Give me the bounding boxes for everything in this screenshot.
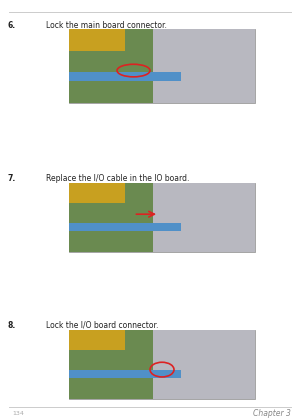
Text: 6.: 6. bbox=[8, 21, 16, 30]
FancyBboxPatch shape bbox=[69, 330, 153, 399]
FancyBboxPatch shape bbox=[69, 72, 181, 81]
FancyBboxPatch shape bbox=[69, 29, 153, 103]
FancyBboxPatch shape bbox=[69, 183, 255, 252]
Text: 7.: 7. bbox=[8, 174, 16, 183]
Text: Chapter 3: Chapter 3 bbox=[253, 409, 291, 418]
FancyBboxPatch shape bbox=[69, 29, 255, 103]
Text: Lock the I/O board connector.: Lock the I/O board connector. bbox=[46, 321, 159, 330]
FancyBboxPatch shape bbox=[69, 183, 125, 203]
FancyBboxPatch shape bbox=[69, 370, 181, 378]
Text: Replace the I/O cable in the IO board.: Replace the I/O cable in the IO board. bbox=[46, 174, 190, 183]
FancyBboxPatch shape bbox=[69, 223, 181, 231]
FancyBboxPatch shape bbox=[153, 29, 255, 103]
FancyBboxPatch shape bbox=[69, 330, 125, 350]
FancyBboxPatch shape bbox=[69, 29, 125, 52]
Text: 134: 134 bbox=[12, 411, 24, 416]
Text: 8.: 8. bbox=[8, 321, 16, 330]
FancyBboxPatch shape bbox=[153, 183, 255, 252]
FancyBboxPatch shape bbox=[69, 183, 153, 252]
FancyBboxPatch shape bbox=[153, 330, 255, 399]
Text: Lock the main board connector.: Lock the main board connector. bbox=[46, 21, 167, 30]
FancyBboxPatch shape bbox=[69, 330, 255, 399]
